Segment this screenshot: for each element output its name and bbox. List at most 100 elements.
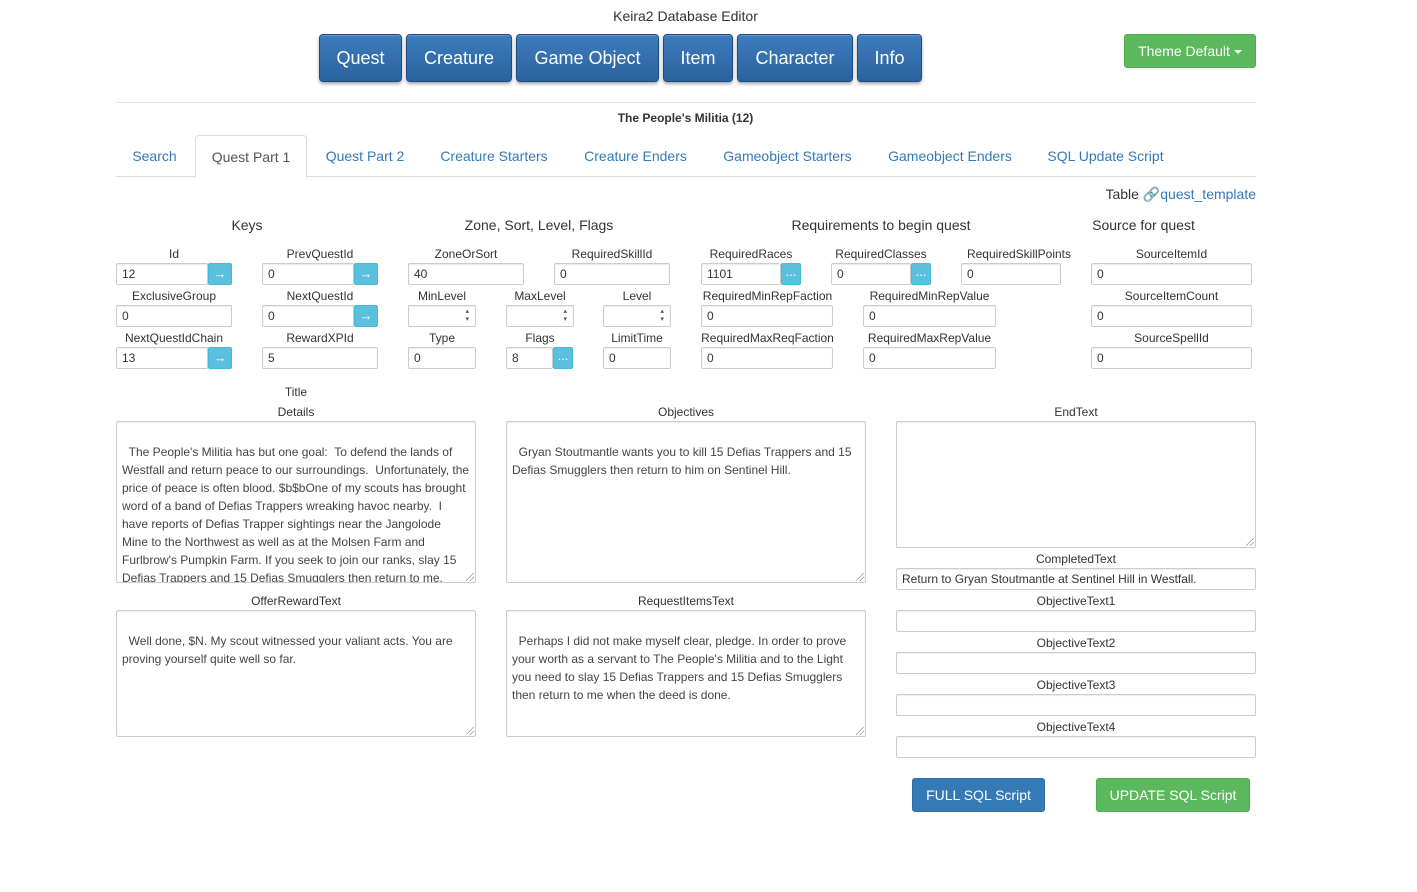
details-label: Details xyxy=(277,405,315,419)
details-textarea[interactable]: The People's Militia has but one goal: T… xyxy=(116,421,476,583)
theme-dropdown-button[interactable]: Theme Default xyxy=(1124,34,1256,68)
caret-down-icon xyxy=(1233,50,1242,55)
link-icon: 🔗 xyxy=(1142,186,1161,202)
objectives-text: Gryan Stoutmantle wants you to kill 15 D… xyxy=(512,445,855,477)
flags-label: Flags xyxy=(525,331,555,345)
min-level-label: MinLevel xyxy=(417,289,467,303)
end-text-textarea[interactable] xyxy=(896,421,1256,548)
resize-grip-icon[interactable] xyxy=(1246,538,1254,546)
next-quest-id-go-button[interactable]: → xyxy=(354,305,378,327)
table-link-label: quest_template xyxy=(1160,186,1256,202)
max-level-label: MaxLevel xyxy=(514,289,566,303)
tab-sql-update-script[interactable]: SQL Update Script xyxy=(1047,148,1164,164)
objective-text-4-label: ObjectiveText4 xyxy=(1036,720,1116,734)
required-min-rep-faction-input[interactable]: 0 xyxy=(701,305,833,327)
offer-reward-text: Well done, $N. My scout witnessed your v… xyxy=(122,634,456,666)
type-label: Type xyxy=(428,331,455,345)
offer-reward-text-label: OfferRewardText xyxy=(251,594,341,608)
next-quest-id-chain-go-button[interactable]: → xyxy=(208,347,232,369)
required-max-req-faction-label: RequiredMaxReqFaction xyxy=(701,331,834,345)
request-items-textarea[interactable]: Perhaps I did not make myself clear, ple… xyxy=(506,610,866,737)
required-max-rep-value-label: RequiredMaxRepValue xyxy=(867,331,992,345)
exclusive-group-input[interactable]: 0 xyxy=(116,305,232,327)
request-items-text: Perhaps I did not make myself clear, ple… xyxy=(512,634,850,702)
prev-quest-id-label: PrevQuestId xyxy=(286,247,354,261)
required-races-picker-button[interactable]: ... xyxy=(781,263,801,285)
min-level-stepper[interactable] xyxy=(408,305,476,327)
zone-or-sort-input[interactable]: 40 xyxy=(408,263,524,285)
required-skill-points-input[interactable]: 0 xyxy=(961,263,1061,285)
zone-or-sort-label: ZoneOrSort xyxy=(434,247,498,261)
source-item-id-input[interactable]: 0 xyxy=(1091,263,1252,285)
limit-time-input[interactable]: 0 xyxy=(603,347,671,369)
update-sql-script-button[interactable]: UPDATE SQL Script xyxy=(1096,778,1250,812)
objective-text-1-input[interactable] xyxy=(896,610,1256,632)
flags-picker-button[interactable]: ... xyxy=(553,347,573,369)
objective-text-4-input[interactable] xyxy=(896,736,1256,758)
resize-grip-icon[interactable] xyxy=(856,727,864,735)
objective-text-2-input[interactable] xyxy=(896,652,1256,674)
prev-quest-id-go-button[interactable]: → xyxy=(354,263,378,285)
limit-time-label: LimitTime xyxy=(611,331,663,345)
prev-quest-id-input[interactable]: 0 xyxy=(262,263,354,285)
next-quest-id-input[interactable]: 0 xyxy=(262,305,354,327)
next-quest-id-chain-label: NextQuestIdChain xyxy=(124,331,224,345)
section-zone: Zone, Sort, Level, Flags xyxy=(464,217,614,233)
required-max-req-faction-input[interactable]: 0 xyxy=(701,347,833,369)
nav-quest-button[interactable]: Quest xyxy=(319,34,402,82)
nav-info-button[interactable]: Info xyxy=(857,34,922,82)
required-races-label: RequiredRaces xyxy=(709,247,793,261)
tab-quest-part-1[interactable]: Quest Part 1 xyxy=(195,135,307,178)
table-ref-prefix: Table xyxy=(1105,186,1143,202)
resize-grip-icon[interactable] xyxy=(856,573,864,581)
required-races-input[interactable]: 1101 xyxy=(701,263,781,285)
reward-xp-id-input[interactable]: 5 xyxy=(262,347,378,369)
tab-search[interactable]: Search xyxy=(132,148,177,164)
id-input[interactable]: 12 xyxy=(116,263,208,285)
full-sql-script-button[interactable]: FULL SQL Script xyxy=(912,778,1045,812)
nav-character-button[interactable]: Character xyxy=(737,34,853,82)
flags-input[interactable]: 8 xyxy=(506,347,553,369)
objective-text-2-label: ObjectiveText2 xyxy=(1036,636,1116,650)
end-text-label: EndText xyxy=(1054,405,1098,419)
theme-label: Theme Default xyxy=(1138,43,1230,59)
objectives-textarea[interactable]: Gryan Stoutmantle wants you to kill 15 D… xyxy=(506,421,866,583)
required-min-rep-value-label: RequiredMinRepValue xyxy=(869,289,990,303)
tab-creature-enders[interactable]: Creature Enders xyxy=(584,148,687,164)
completed-text-input[interactable]: Return to Gryan Stoutmantle at Sentinel … xyxy=(896,568,1256,590)
tab-gameobject-starters[interactable]: Gameobject Starters xyxy=(723,148,852,164)
type-input[interactable]: 0 xyxy=(408,347,476,369)
required-max-rep-value-input[interactable]: 0 xyxy=(863,347,996,369)
level-stepper[interactable] xyxy=(603,305,671,327)
tab-creature-starters[interactable]: Creature Starters xyxy=(440,148,548,164)
required-classes-picker-button[interactable]: ... xyxy=(911,263,931,285)
required-skill-id-label: RequiredSkillId xyxy=(571,247,653,261)
nav-creature-button[interactable]: Creature xyxy=(406,34,512,82)
section-requirements: Requirements to begin quest xyxy=(791,217,971,233)
quest-tabs: Search Quest Part 1 Quest Part 2 Creatur… xyxy=(116,135,1256,178)
tab-quest-part-2[interactable]: Quest Part 2 xyxy=(325,148,405,164)
offer-reward-textarea[interactable]: Well done, $N. My scout witnessed your v… xyxy=(116,610,476,737)
id-go-button[interactable]: → xyxy=(208,263,232,285)
required-classes-label: RequiredClasses xyxy=(835,247,927,261)
required-min-rep-value-input[interactable]: 0 xyxy=(863,305,996,327)
objectives-label: Objectives xyxy=(657,405,715,419)
nav-game-object-button[interactable]: Game Object xyxy=(516,34,659,82)
header-divider xyxy=(116,102,1256,103)
source-item-count-label: SourceItemCount xyxy=(1124,289,1219,303)
table-link[interactable]: 🔗quest_template xyxy=(1143,186,1256,202)
source-spell-id-input[interactable]: 0 xyxy=(1091,347,1252,369)
required-classes-input[interactable]: 0 xyxy=(831,263,911,285)
quest-name-heading: The People's Militia (12) xyxy=(617,111,754,125)
objective-text-3-input[interactable] xyxy=(896,694,1256,716)
tab-gameobject-enders[interactable]: Gameobject Enders xyxy=(888,148,1012,164)
resize-grip-icon[interactable] xyxy=(466,573,474,581)
level-label: Level xyxy=(622,289,652,303)
next-quest-id-chain-input[interactable]: 13 xyxy=(116,347,208,369)
id-label: Id xyxy=(168,247,179,261)
nav-item-button[interactable]: Item xyxy=(663,34,733,82)
max-level-stepper[interactable] xyxy=(506,305,574,327)
required-skill-id-input[interactable]: 0 xyxy=(554,263,670,285)
source-item-count-input[interactable]: 0 xyxy=(1091,305,1252,327)
resize-grip-icon[interactable] xyxy=(466,727,474,735)
